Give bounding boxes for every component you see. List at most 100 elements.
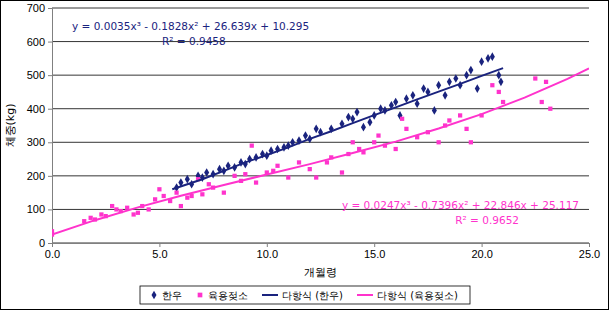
y-tick-label: 300	[27, 136, 45, 148]
y-tick: 600	[27, 36, 52, 48]
annotation: y = 0.0247x³ - 0.7396x² + 22.846x + 25.1…	[342, 199, 579, 211]
x-tick: 15.0	[364, 243, 385, 260]
y-axis-line	[48, 9, 53, 244]
legend-frame	[140, 286, 470, 304]
point	[254, 180, 258, 184]
point	[147, 207, 151, 211]
point	[469, 140, 473, 144]
y-tick-label: 200	[27, 170, 45, 182]
point	[490, 52, 495, 61]
y-tick-mark	[48, 75, 52, 76]
legend-swatch	[198, 293, 203, 298]
point	[540, 100, 544, 104]
point	[497, 90, 501, 94]
point	[185, 175, 190, 184]
point	[346, 113, 351, 122]
point	[437, 140, 441, 144]
point	[443, 91, 448, 100]
point	[52, 229, 54, 233]
legend-label: 한우	[162, 290, 182, 301]
point	[501, 100, 505, 104]
point	[468, 66, 473, 75]
legend-swatch	[357, 294, 373, 296]
marks	[52, 52, 589, 236]
y-tick-label: 400	[27, 103, 45, 115]
y-tick: 200	[27, 170, 52, 182]
y-tick-label: 0	[39, 237, 45, 249]
point	[200, 192, 204, 196]
point	[447, 77, 452, 86]
x-tick: 20.0	[471, 243, 492, 260]
point	[354, 108, 359, 117]
y-tick-mark	[48, 176, 52, 177]
point	[174, 191, 178, 195]
point	[453, 74, 458, 83]
y-axis-title: 체중(kg)	[4, 104, 17, 148]
point	[232, 174, 236, 178]
chart-frame	[1, 1, 609, 310]
y-tick: 500	[27, 69, 52, 81]
point	[179, 204, 183, 208]
point	[99, 212, 103, 216]
x-tick-label: 25.0	[579, 248, 600, 260]
point	[498, 77, 503, 86]
y-tick-label: 600	[27, 36, 45, 48]
plot-area: 0.05.010.015.020.025.0010020030040050060…	[27, 2, 601, 260]
x-axis-title: 개월령	[304, 266, 337, 279]
point	[367, 118, 372, 127]
x-tick-label: 15.0	[364, 248, 385, 260]
annotation: y = 0.0035x³ - 0.1828x² + 26.639x + 10.2…	[72, 20, 309, 32]
x-tick-mark	[374, 243, 375, 247]
point	[110, 204, 114, 208]
point	[394, 147, 398, 151]
y-tick: 700	[27, 2, 52, 14]
x-axis-line	[53, 244, 590, 248]
point	[136, 211, 140, 215]
point	[475, 84, 480, 93]
y-tick-mark	[48, 209, 52, 210]
y-tick: 300	[27, 136, 52, 148]
grid-line	[52, 75, 589, 76]
point	[544, 80, 548, 84]
point	[404, 127, 408, 131]
y-tick-label: 700	[27, 2, 45, 14]
point	[114, 207, 118, 211]
legend-swatch	[262, 294, 278, 296]
point	[157, 187, 161, 191]
x-tick-mark	[589, 243, 590, 247]
y-tick-mark	[48, 243, 52, 244]
trend-line	[52, 68, 589, 234]
point	[314, 124, 319, 133]
point	[250, 144, 254, 148]
x-tick: 5.0	[152, 243, 167, 260]
y-tick-mark	[48, 109, 52, 110]
y-tick-mark	[48, 8, 52, 9]
point	[189, 194, 193, 198]
point	[486, 54, 491, 63]
legend-label: 육용젖소	[208, 290, 248, 301]
point	[458, 113, 462, 117]
point	[275, 164, 279, 168]
point	[464, 71, 469, 80]
point	[351, 140, 355, 144]
y-tick: 100	[27, 203, 52, 215]
point	[162, 194, 166, 198]
grid-line	[52, 8, 589, 9]
point	[436, 81, 441, 90]
point	[490, 83, 494, 87]
grid-line	[52, 142, 589, 143]
grid	[52, 8, 589, 243]
annotation: R² = 0.9458	[162, 35, 226, 47]
point	[361, 123, 366, 132]
x-tick-label: 0.0	[45, 248, 60, 260]
x-tick-label: 5.0	[152, 248, 167, 260]
point	[243, 172, 247, 176]
y-tick-mark	[48, 142, 52, 143]
point	[303, 131, 308, 140]
grid-line	[52, 175, 589, 176]
point	[340, 170, 344, 174]
point	[185, 196, 189, 200]
legend-label: 다항식 (육용젖소)	[377, 290, 458, 301]
point	[132, 212, 136, 216]
x-tick-mark	[482, 243, 483, 247]
